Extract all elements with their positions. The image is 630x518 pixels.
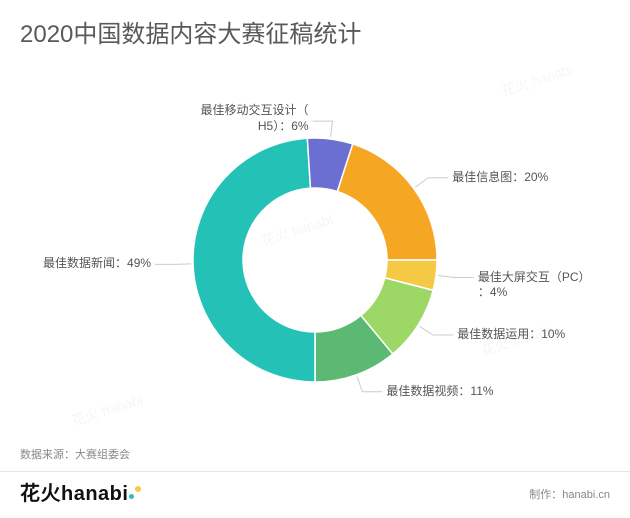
brand-logo: 花火hanabi bbox=[20, 477, 143, 506]
slice-label: 最佳数据新闻：49% bbox=[43, 256, 151, 272]
donut-slice bbox=[193, 138, 315, 382]
slice-label: 最佳数据运用：10% bbox=[457, 327, 565, 343]
credit-text: 制作：hanabi.cn bbox=[529, 486, 610, 502]
logo-en: hanabi bbox=[61, 483, 128, 505]
leader-line bbox=[415, 178, 448, 187]
leader-line bbox=[357, 377, 382, 392]
leader-line bbox=[313, 121, 333, 137]
slice-label: 最佳大屏交互（PC）：4% bbox=[478, 270, 591, 301]
source-text: 数据来源：大赛组委会 bbox=[20, 446, 130, 462]
page-title: 2020中国数据内容大赛征稿统计 bbox=[20, 14, 361, 49]
slice-label: 最佳信息图：20% bbox=[452, 170, 548, 186]
spark-icon bbox=[129, 486, 143, 500]
donut-svg bbox=[0, 60, 630, 440]
slice-label: 最佳移动交互设计（H5）：6% bbox=[201, 103, 309, 134]
slice-label: 最佳数据视频：11% bbox=[386, 384, 493, 400]
leader-line bbox=[420, 326, 454, 335]
leader-line bbox=[438, 276, 474, 278]
footer-divider bbox=[0, 471, 630, 472]
donut-slice bbox=[337, 144, 437, 260]
leader-line bbox=[155, 264, 191, 265]
donut-chart: 最佳信息图：20% 最佳大屏交互（PC）：4% 最佳数据运用：10% 最佳数据视频：1… bbox=[0, 60, 630, 440]
logo-zh: 花火 bbox=[20, 483, 61, 505]
